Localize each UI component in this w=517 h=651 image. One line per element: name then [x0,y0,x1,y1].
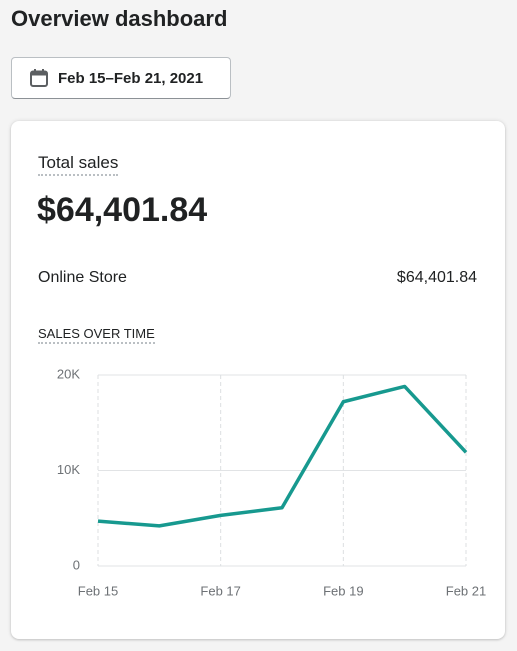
date-range-button[interactable]: Feb 15–Feb 21, 2021 [11,57,231,99]
x-tick-label: Feb 19 [323,583,363,598]
y-tick-label: 0 [73,557,80,572]
channel-row: Online Store $64,401.84 [38,269,477,287]
total-sales: $64,401.84 [37,191,208,229]
x-tick-label: Feb 17 [200,583,240,598]
x-tick-label: Feb 15 [78,583,118,598]
chart-title: SALES OVER TIME [38,326,155,344]
calendar-icon [30,69,48,87]
y-tick-label: 20K [57,366,80,381]
y-tick-label: 10K [57,462,80,477]
channel-name: Online Store [38,269,127,286]
x-tick-label: Feb 21 [446,583,486,598]
page-title: Overview dashboard [11,6,228,31]
date-range-label: Feb 15–Feb 21, 2021 [58,69,204,87]
card-title: Total sales [38,153,119,176]
chart: 0 10K 20K Feb 15 Feb 17 Feb 19 Feb 21 [57,366,486,598]
sales-line [97,384,468,528]
channel-value: $64,401.84 [396,269,477,286]
sales-card: Total sales $64,401.84 Online Store $64,… [11,121,505,639]
